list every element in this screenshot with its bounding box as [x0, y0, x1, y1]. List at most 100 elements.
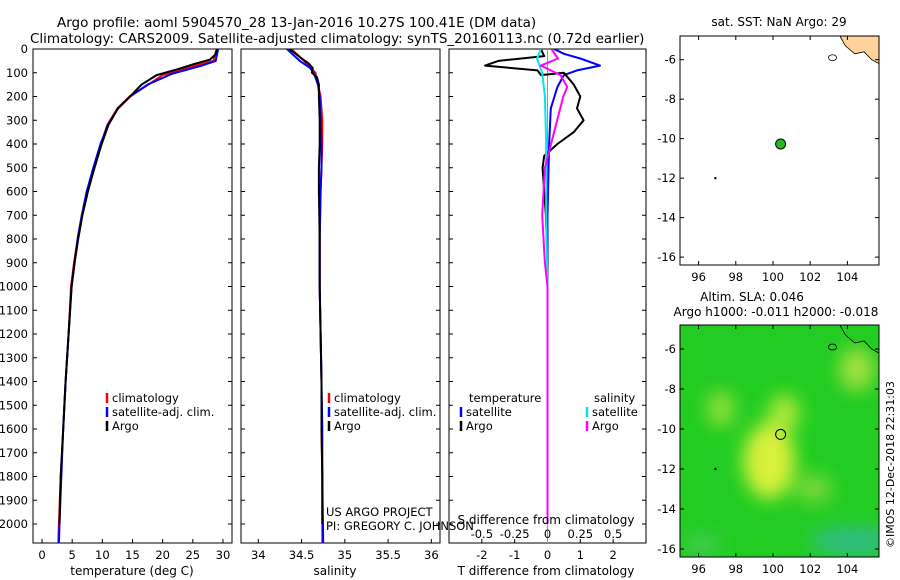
depth-tick-label: 1900 [0, 493, 28, 507]
temperature-x-tick-label: 10 [95, 548, 110, 562]
sla-map-x-tick-label: 96 [691, 562, 706, 576]
figure-title-line1: Argo profile: aoml 5904570_28 13-Jan-201… [57, 15, 536, 31]
sla-map-christmas-island [714, 467, 717, 471]
depth-tick-label: 700 [6, 208, 28, 222]
difference-x-tick-label: 2 [610, 548, 617, 562]
sla-map-frame [679, 324, 880, 558]
difference-series-temperature-satellite [546, 49, 601, 524]
sla-map-x-tick-label: 102 [799, 562, 821, 576]
sla-map-anomaly-blob [706, 391, 735, 427]
temperature-x-tick-label: 5 [69, 548, 76, 562]
depth-tick-label: 100 [6, 66, 28, 80]
salinity-series-satellite-adj-clim- [286, 49, 325, 543]
depth-tick-label: 0 [21, 42, 28, 56]
sst-map-y-tick-label: -10 [657, 132, 676, 146]
difference-legend-salinity-entry-label: satellite [592, 405, 638, 419]
depth-tick-label: 1400 [0, 375, 28, 389]
sst-map-y-tick-label: -12 [657, 171, 676, 185]
temperature-x-tick-label: 15 [125, 548, 140, 562]
temperature-x-tick-label: 0 [38, 548, 45, 562]
depth-tick-label: 2000 [0, 517, 28, 531]
sla-map-anomaly-blob [795, 475, 832, 503]
salinity-series-climatology [290, 49, 324, 543]
depth-tick-label: 1200 [0, 327, 28, 341]
temperature-series-argo [58, 49, 218, 525]
sst-map-x-tick-label: 104 [836, 270, 858, 284]
difference-series-salinity-satellite [536, 49, 549, 524]
salinity-frame [240, 48, 441, 544]
sst-map-frame [679, 35, 880, 266]
sst-map-panel: 96 98 100 102 104 -6 -8 -10 -12 -14 -16 sat. SST: N… [657, 15, 880, 284]
difference-x2-tick-label: 0.5 [604, 527, 622, 541]
sla-map-anomaly-blob [743, 423, 796, 499]
depth-tick-label: 1600 [0, 422, 28, 436]
sla-map-y-tick-label: -14 [657, 502, 676, 516]
difference-series-temperature-argo [484, 49, 585, 524]
sst-map-x-tick-label: 96 [691, 270, 706, 284]
sla-map-float-marker [775, 428, 787, 440]
temperature-frame [32, 48, 233, 544]
sla-map-title: Altim. SLA: 0.046 [700, 290, 804, 304]
salinity-x-tick-label: 35 [338, 548, 353, 562]
temperature-series-satellite-adj-clim- [57, 49, 220, 543]
sla-map-anomaly-blob [838, 347, 875, 391]
salinity-series-argo [288, 49, 324, 524]
sla-map-x-tick-label: 104 [836, 562, 858, 576]
depth-tick-label: 1100 [0, 303, 28, 317]
salinity-x-tick-label: 34 [251, 548, 266, 562]
sla-map-island [828, 343, 837, 351]
sla-map-land [839, 325, 879, 354]
salinity-x-axis-label: salinity [313, 564, 356, 578]
depth-axis: 0 100 200 300 400 500 600 700 800 900 1000 1100 1200… [0, 42, 28, 531]
salinity-x-tick-label: 34.5 [289, 548, 315, 562]
sst-map-y-tick-label: -8 [665, 92, 676, 106]
sst-map-x-tick-label: 98 [728, 270, 743, 284]
temperature-x-tick-label: 30 [216, 548, 231, 562]
difference-x2-tick-label: -0.25 [500, 527, 530, 541]
salinity-x-tick-label: 36 [424, 548, 439, 562]
difference-x-tick-label: 0 [544, 548, 551, 562]
difference-legend-salinity-entry-label: Argo [592, 419, 619, 433]
depth-tick-label: 400 [6, 137, 28, 151]
depth-tick-label: 900 [6, 256, 28, 270]
temperature-legend-entry-label: climatology [112, 391, 179, 405]
salinity-panel: 34 34.5 35 35.5 36 salinity climatologysatelli… [240, 48, 441, 578]
sla-map-y-tick-label: -8 [665, 382, 676, 396]
difference-x-tick-label: -1 [509, 548, 520, 562]
sla-map-anomaly-blob [811, 527, 879, 555]
sla-map-y-tick-label: -6 [665, 342, 676, 356]
sst-map-float-marker [775, 138, 787, 150]
temperature-x-tick-label: 20 [155, 548, 170, 562]
salinity-x-tick-label: 35.5 [375, 548, 401, 562]
depth-tick-label: 800 [6, 232, 28, 246]
difference-x-axis-label: T difference from climatology [457, 564, 635, 578]
temperature-legend-entry-label: Argo [112, 419, 139, 433]
difference-series-salinity-argo [539, 49, 569, 524]
difference-legend-temperature-entry-label: Argo [466, 419, 493, 433]
temperature-panel: 0 5 10 15 20 25 30 temperature (deg C) climatolo… [32, 48, 233, 578]
temperature-x-tick-label: 25 [185, 548, 200, 562]
depth-tick-label: 1500 [0, 398, 28, 412]
sst-map-x-tick-label: 100 [762, 270, 784, 284]
depth-tick-label: 1700 [0, 446, 28, 460]
sst-map-x-tick-label: 102 [799, 270, 821, 284]
sst-map-christmas-island [714, 176, 717, 180]
sla-map-y-tick-label: -16 [657, 542, 676, 556]
figure-title-line2: Climatology: CARS2009. Satellite-adjuste… [30, 31, 644, 47]
difference-x2-axis-label: S difference from climatology [458, 513, 635, 527]
depth-tick-label: 600 [6, 185, 28, 199]
difference-legend-temperature-entry-label: satellite [466, 405, 512, 419]
temperature-x-axis-label: temperature (deg C) [70, 564, 193, 578]
sla-map-anomaly-blob [768, 395, 801, 431]
depth-tick-label: 1800 [0, 470, 28, 484]
difference-legend-title-temperature: temperature [469, 391, 541, 405]
salinity-legend-entry-label: Argo [334, 419, 361, 433]
difference-x2-tick-label: 0.25 [568, 527, 594, 541]
difference-x-tick-label: 1 [577, 548, 584, 562]
difference-x2-tick-label: -0.5 [471, 527, 493, 541]
sla-map-x-tick-label: 100 [762, 562, 784, 576]
difference-x2-tick-label: 0 [544, 527, 551, 541]
sla-map-panel: 96 98 100 102 104 -6 -8 -10 -12 -14 -16 Altim. SLA:… [657, 290, 880, 576]
